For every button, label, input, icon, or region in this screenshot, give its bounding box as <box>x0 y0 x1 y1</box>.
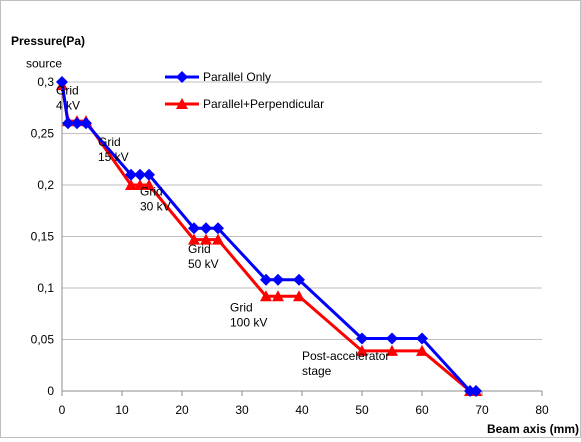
annotation-line: Grid <box>56 83 79 97</box>
x-tick-label: 40 <box>295 403 309 417</box>
x-tick-label: 50 <box>355 403 369 417</box>
annotation-line: 15 kV <box>98 150 129 164</box>
legend-label: Parallel+Perpendicular <box>203 97 324 111</box>
x-tick-label: 60 <box>415 403 429 417</box>
data-point <box>272 290 284 302</box>
grid-lines <box>62 81 542 392</box>
y-tick-label: 0,1 <box>37 281 54 295</box>
data-point <box>470 385 482 397</box>
annotation: Grid 100 kV <box>230 301 267 330</box>
data-point <box>272 273 284 286</box>
annotation-line: Grid <box>98 135 121 149</box>
y-tick-label: 0,15 <box>31 230 55 244</box>
annotation: Grid 30 kV <box>140 184 171 213</box>
x-axis-title: Beam axis (mm) <box>487 422 579 436</box>
data-point <box>134 168 146 181</box>
data-point <box>200 233 212 245</box>
annotation: Post-accelerator stage <box>302 349 389 378</box>
data-point <box>293 290 305 302</box>
data-point <box>62 117 74 130</box>
y-axis-title: Pressure(Pa) <box>11 34 85 48</box>
legend-label: Parallel Only <box>203 70 271 84</box>
data-point <box>386 332 398 345</box>
x-tick-label: 30 <box>235 403 249 417</box>
x-tick-label: 20 <box>175 403 189 417</box>
data-point <box>80 117 92 130</box>
series-layer <box>56 76 482 397</box>
data-point <box>260 273 272 286</box>
data-point <box>125 168 137 181</box>
annotation-line: Post-accelerator <box>302 349 389 363</box>
data-point <box>212 222 224 235</box>
legend: Parallel Only Parallel+Perpendicular <box>165 70 324 111</box>
data-point <box>134 179 146 190</box>
y-tick-label: 0 <box>47 384 54 398</box>
x-tick-label: 0 <box>59 403 66 417</box>
annotation-line: Grid <box>188 242 211 256</box>
annotation: Grid 50 kV <box>188 242 219 271</box>
annotation-line: 100 kV <box>230 316 267 330</box>
data-point <box>416 332 428 345</box>
y-tick-label: 0,25 <box>31 127 55 141</box>
annotation-line: 4 kV <box>56 98 80 112</box>
y-tick-label: 0,05 <box>31 333 55 347</box>
annotation-line: source <box>26 57 62 71</box>
data-point <box>293 273 305 286</box>
series-parallel-perpendicular <box>56 79 482 396</box>
legend-marker <box>176 71 188 83</box>
annotation: source <box>26 57 62 71</box>
series-line-parallel-perpendicular <box>60 84 476 393</box>
y-tick-label: 0,3 <box>37 75 54 89</box>
x-tick-label: 80 <box>535 403 549 417</box>
data-point <box>188 233 200 245</box>
annotation-line: 30 kV <box>140 199 171 213</box>
x-tick-label: 70 <box>475 403 489 417</box>
annotation: Grid 4 kV <box>56 83 80 112</box>
data-point <box>143 168 155 181</box>
data-point <box>71 117 83 130</box>
x-tick-label: 10 <box>115 403 129 417</box>
annotation-line: stage <box>302 364 332 378</box>
annotation-line: 50 kV <box>188 257 219 271</box>
legend-marker <box>176 98 188 109</box>
data-point <box>188 222 200 235</box>
annotation-line: Grid <box>140 184 163 198</box>
y-tick-label: 0,2 <box>37 178 54 192</box>
data-point <box>416 344 428 356</box>
annotation: Grid 15 kV <box>98 135 129 164</box>
data-point <box>200 222 212 235</box>
series-parallel-only <box>56 76 482 397</box>
axes <box>61 76 543 396</box>
data-point <box>356 332 368 345</box>
data-point <box>125 179 137 190</box>
data-point <box>212 233 224 245</box>
data-point <box>56 76 68 88</box>
data-point <box>386 344 398 356</box>
legend-item-parallel-perpendicular: Parallel+Perpendicular <box>165 97 324 111</box>
data-point <box>356 344 368 356</box>
data-point <box>260 290 272 302</box>
x-tick-labels: 0 10 20 30 40 50 60 70 80 <box>59 403 549 417</box>
legend-item-parallel-only: Parallel Only <box>165 70 271 84</box>
annotation-line: Grid <box>230 301 253 315</box>
data-point <box>143 179 155 190</box>
y-tick-labels: 0 0,05 0,1 0,15 0,2 0,25 0,3 <box>31 75 55 398</box>
